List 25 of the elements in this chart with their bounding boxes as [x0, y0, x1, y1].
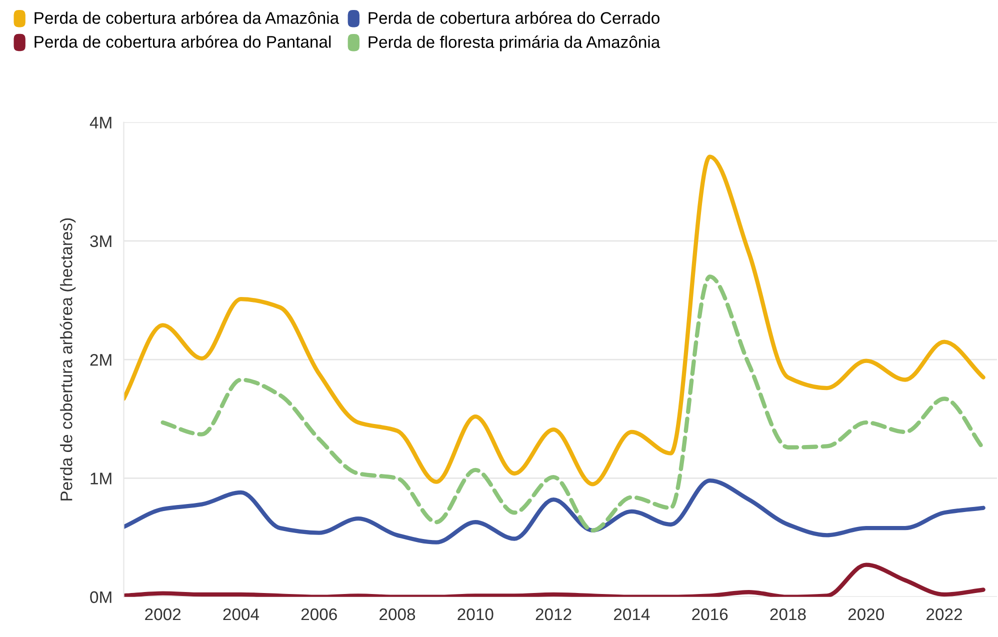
x-tick-label: 2006	[301, 608, 337, 620]
y-tick-label: 0M	[90, 591, 112, 604]
x-tick-label: 2020	[848, 608, 884, 620]
line-series	[124, 478, 986, 544]
legend-label: Perda de cobertura arbórea da Amazônia	[34, 11, 340, 24]
x-tick-label: 2004	[223, 608, 260, 620]
legend-label: Perda de cobertura arbórea do Cerrado	[368, 11, 660, 24]
line-series	[124, 154, 986, 486]
x-tick-label: 2010	[458, 608, 494, 620]
y-tick-label: 1M	[90, 472, 112, 484]
x-tick-label: 2016	[692, 608, 728, 620]
line-series	[124, 562, 986, 597]
x-tick-label: 2018	[770, 608, 806, 620]
x-tick-label: 2022	[926, 608, 962, 620]
x-tick-label: 2008	[380, 608, 416, 620]
y-tick-label: 2M	[90, 354, 112, 366]
legend-label: Perda de cobertura arbórea do Pantanal	[34, 35, 331, 48]
x-tick-label: 2002	[145, 608, 181, 620]
y-tick-label: 4M	[90, 116, 112, 128]
legend-label: Perda de floresta primária da Amazônia	[368, 36, 660, 52]
y-tick-label: 3M	[90, 235, 112, 248]
line-series	[160, 274, 986, 533]
x-tick-label: 2012	[536, 608, 572, 620]
y-axis-title: Perda de cobertura arbórea (hectares)	[60, 218, 76, 500]
x-tick-label: 2014	[614, 608, 650, 620]
